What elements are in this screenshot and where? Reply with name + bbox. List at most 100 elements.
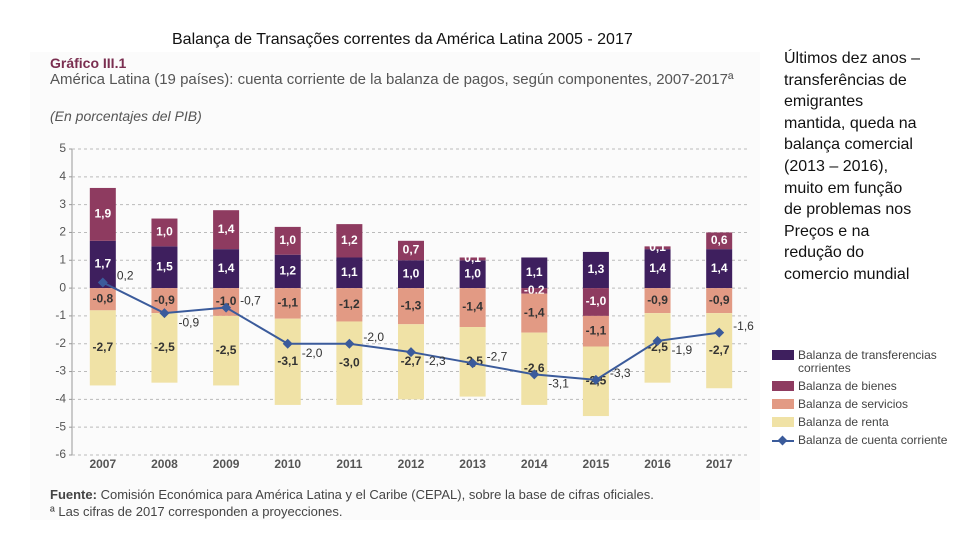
data-label: -2,7 bbox=[709, 343, 730, 357]
x-tick-label: 2017 bbox=[706, 457, 733, 471]
bar-segment bbox=[644, 313, 671, 383]
y-tick-label: -2 bbox=[55, 336, 66, 350]
legend-label: Balanza de transferencias corrientes bbox=[798, 348, 937, 375]
data-label: -1,0 bbox=[216, 294, 237, 308]
data-label: -2,7 bbox=[92, 340, 113, 354]
bar-segment bbox=[336, 288, 363, 322]
line-label: -1,6 bbox=[733, 319, 754, 333]
data-label: -2,7 bbox=[401, 354, 422, 368]
bar-segment bbox=[521, 257, 548, 289]
x-tick-label: 2013 bbox=[459, 457, 486, 471]
bar-segment bbox=[521, 332, 548, 405]
line-marker bbox=[467, 358, 478, 369]
bar-segment bbox=[398, 240, 424, 261]
data-label: -1,2 bbox=[339, 297, 360, 311]
legend-entry: Balanza de servicios bbox=[772, 398, 957, 411]
data-label: 0,1 bbox=[464, 251, 481, 265]
line-marker bbox=[97, 277, 108, 288]
data-label: -1,1 bbox=[586, 323, 607, 337]
y-tick-label: 3 bbox=[59, 197, 66, 211]
data-label: 1,3 bbox=[588, 262, 605, 276]
data-label: 1,1 bbox=[341, 265, 358, 279]
bar-segment bbox=[274, 226, 301, 255]
data-label: -1,4 bbox=[462, 300, 483, 314]
bar-segment bbox=[582, 251, 609, 289]
data-label: 1,4 bbox=[218, 222, 235, 236]
data-label: -0,9 bbox=[154, 293, 175, 307]
legend-label: Balanza de servicios bbox=[798, 397, 909, 411]
chart-title: América Latina (19 países): cuenta corri… bbox=[50, 71, 734, 88]
bar-segment bbox=[644, 288, 671, 314]
bar-segment bbox=[336, 224, 363, 258]
bar-segment bbox=[644, 249, 671, 289]
bar-segment bbox=[151, 246, 178, 289]
bar-segment bbox=[706, 232, 733, 250]
line-label: 0,2 bbox=[117, 269, 134, 283]
x-tick-label: 2010 bbox=[274, 457, 301, 471]
data-label: 1,0 bbox=[279, 233, 296, 247]
bar-segment bbox=[521, 288, 548, 294]
y-tick-label: 4 bbox=[59, 169, 66, 183]
y-tick-label: 5 bbox=[59, 141, 66, 155]
legend-swatch bbox=[772, 435, 794, 446]
legend-entry: Balanza de transferencias corrientes bbox=[772, 349, 957, 375]
line-label: -2,0 bbox=[302, 346, 323, 360]
line-label: -2,3 bbox=[425, 354, 446, 368]
legend-entry: Balanza de renta bbox=[772, 416, 957, 429]
legend-label: Balanza de renta bbox=[798, 415, 889, 429]
chart-label: Gráfico III.1 bbox=[50, 55, 127, 71]
data-label: -2,5 bbox=[154, 340, 175, 354]
line-marker bbox=[714, 327, 725, 338]
line-label: -0,7 bbox=[240, 294, 261, 308]
y-tick-label: -4 bbox=[55, 392, 66, 406]
source: Fuente: Comisión Económica para América … bbox=[50, 487, 654, 502]
bar-segment bbox=[706, 288, 733, 314]
bar-segment bbox=[521, 293, 548, 333]
x-tick-label: 2014 bbox=[521, 457, 548, 471]
data-label: 1,4 bbox=[649, 261, 666, 275]
bar-segment bbox=[459, 257, 486, 261]
legend-swatch bbox=[772, 350, 794, 360]
line-label: -2,0 bbox=[363, 330, 384, 344]
bar-segment bbox=[213, 210, 240, 250]
data-label: 1,4 bbox=[218, 261, 235, 275]
data-label: -1,4 bbox=[524, 305, 545, 319]
data-label: -3,1 bbox=[277, 354, 298, 368]
x-tick-label: 2011 bbox=[336, 457, 362, 471]
legend-swatch bbox=[772, 417, 794, 427]
data-label: 0,6 bbox=[711, 233, 728, 247]
line-marker bbox=[529, 369, 540, 380]
source-label: Fuente: bbox=[50, 487, 97, 502]
bar-segment bbox=[398, 260, 424, 289]
data-label: 1,4 bbox=[711, 261, 728, 275]
data-label: -1,1 bbox=[277, 296, 298, 310]
data-label: 1,7 bbox=[94, 257, 111, 271]
data-label: 1,5 bbox=[156, 259, 173, 273]
data-label: 0,1 bbox=[649, 240, 666, 254]
data-label: 1,0 bbox=[156, 225, 173, 239]
bar-segment bbox=[89, 310, 116, 386]
data-label: -2,5 bbox=[216, 343, 237, 357]
data-label: 0,7 bbox=[403, 243, 420, 257]
bar-segment bbox=[274, 288, 301, 319]
footnote: ª Las cifras de 2017 corresponden a proy… bbox=[50, 504, 343, 519]
bar-segment bbox=[213, 249, 240, 289]
line-label: -1,9 bbox=[672, 343, 693, 357]
bar-segment bbox=[274, 318, 301, 405]
legend-label: Balanza de cuenta corriente bbox=[798, 433, 948, 447]
data-label: -0,9 bbox=[709, 293, 730, 307]
bar-segment bbox=[644, 246, 671, 250]
bar-segment bbox=[459, 288, 486, 328]
line-label: -2,7 bbox=[487, 349, 508, 363]
chart-subtitle: (En porcentajes del PIB) bbox=[50, 108, 202, 124]
data-label: -2,6 bbox=[524, 361, 545, 375]
bar-segment bbox=[336, 257, 363, 289]
data-label: 1,0 bbox=[464, 266, 481, 280]
bar-segment bbox=[398, 324, 424, 400]
legend: Balanza de transferencias corrientes Bala… bbox=[772, 349, 957, 452]
bar-segment bbox=[706, 249, 733, 289]
bar-segment bbox=[274, 254, 301, 289]
line-marker bbox=[221, 302, 232, 313]
